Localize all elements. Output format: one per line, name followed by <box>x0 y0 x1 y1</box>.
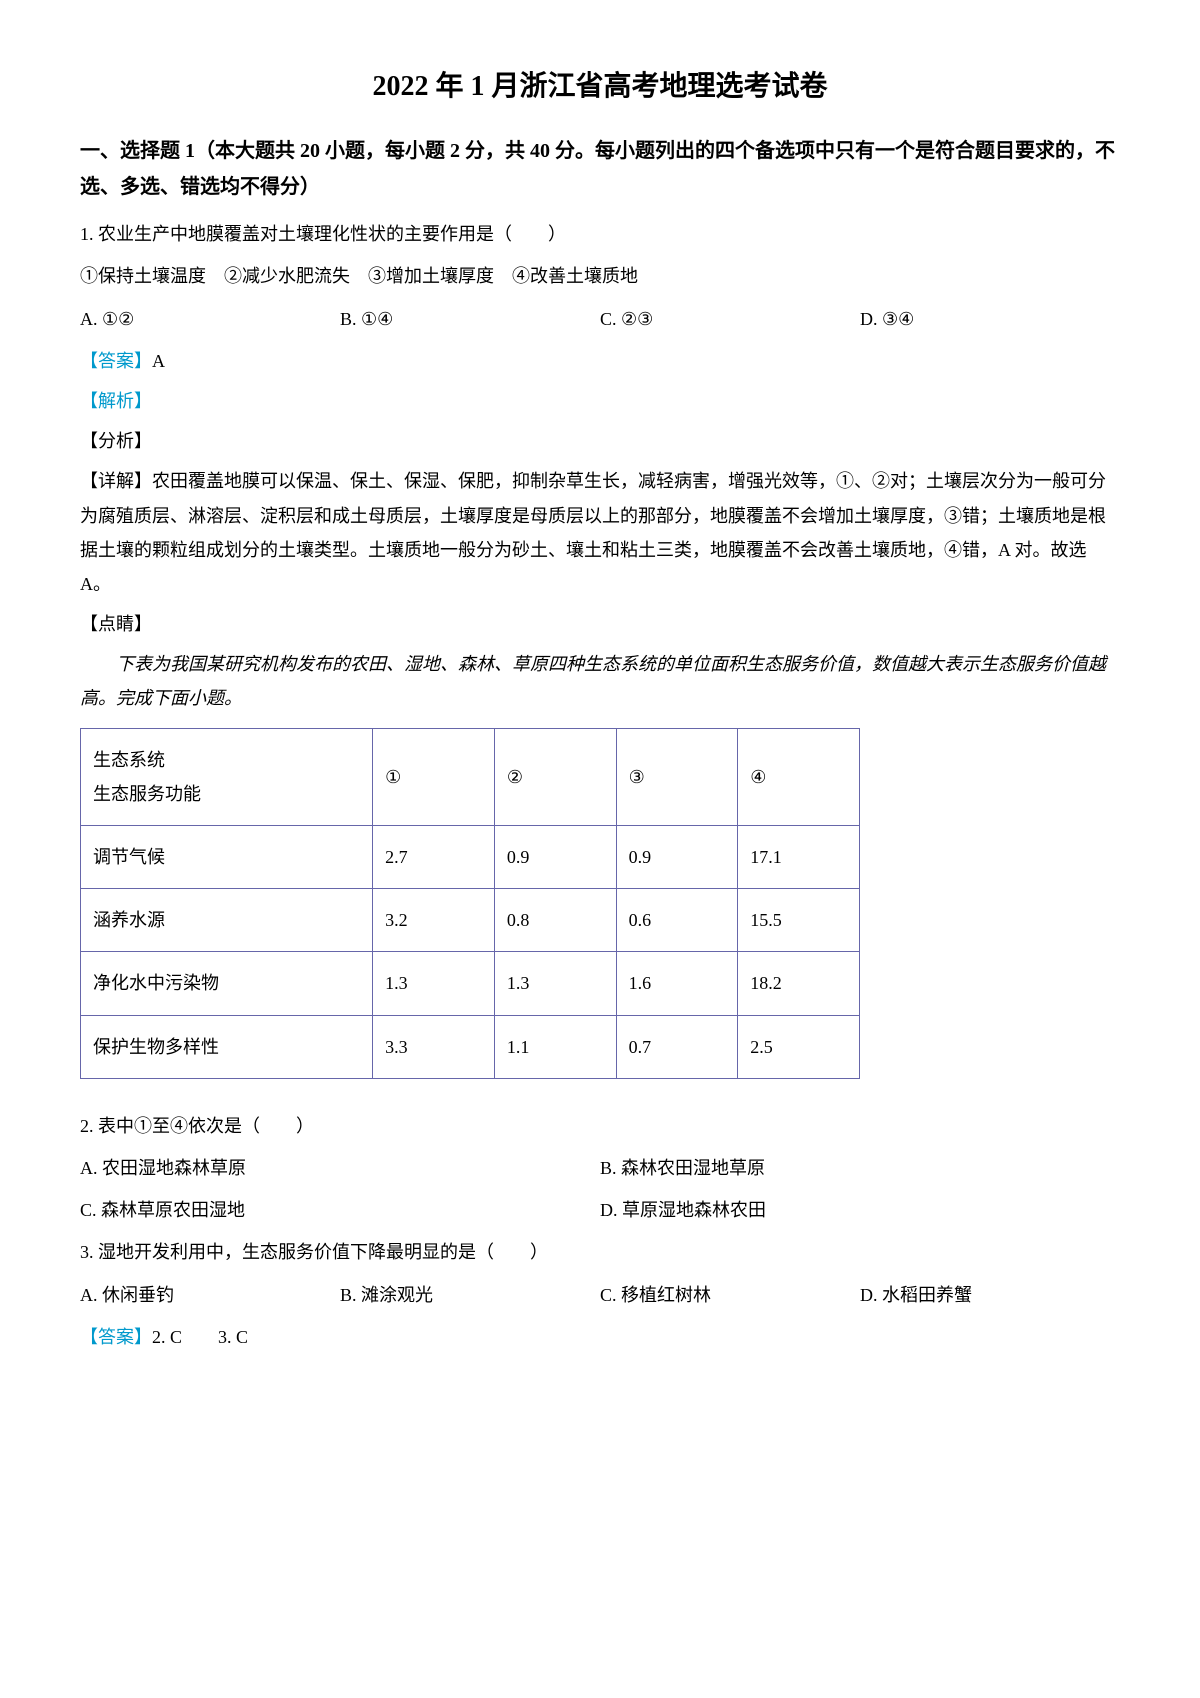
q1-options: A. ①② B. ①④ C. ②③ D. ③④ <box>80 302 1120 336</box>
row-v4: 18.2 <box>738 952 860 1015</box>
row-v4: 17.1 <box>738 826 860 889</box>
row-v4: 15.5 <box>738 889 860 952</box>
header-line2: 生态服务功能 <box>93 777 360 811</box>
q23-answer: 【答案】2. C 3. C <box>80 1320 1120 1354</box>
q2-stem: 2. 表中①至④依次是（ ） <box>80 1109 1120 1143</box>
header-line1: 生态系统 <box>93 743 360 777</box>
q1-analysis-label: 【解析】 <box>80 384 1120 418</box>
row-v3: 0.7 <box>616 1015 738 1078</box>
q2-opt-a: A. 农田湿地森林草原 <box>80 1151 600 1185</box>
q3-answer-value: 3. C <box>218 1327 248 1347</box>
col-1: ① <box>373 728 495 825</box>
q1-opt-a: A. ①② <box>80 302 340 336</box>
row-v2: 1.1 <box>494 1015 616 1078</box>
col-2: ② <box>494 728 616 825</box>
q1-detail: 【详解】农田覆盖地膜可以保温、保土、保湿、保肥，抑制杂草生长，减轻病害，增强光效… <box>80 464 1120 601</box>
q23-answer-label: 【答案】 <box>80 1327 152 1347</box>
table-row: 涵养水源 3.2 0.8 0.6 15.5 <box>81 889 860 952</box>
section-1-header: 一、选择题 1（本大题共 20 小题，每小题 2 分，共 40 分。每小题列出的… <box>80 133 1120 205</box>
q1-answer-label: 【答案】 <box>80 351 152 371</box>
q3-opt-c: C. 移植红树林 <box>600 1278 860 1312</box>
q3-opt-b: B. 滩涂观光 <box>340 1278 600 1312</box>
row-v3: 1.6 <box>616 952 738 1015</box>
q2-opt-d: D. 草原湿地森林农田 <box>600 1193 1120 1227</box>
row-label: 保护生物多样性 <box>81 1015 373 1078</box>
row-v2: 0.9 <box>494 826 616 889</box>
row-v1: 3.3 <box>373 1015 495 1078</box>
q1-items: ①保持土壤温度 ②减少水肥流失 ③增加土壤厚度 ④改善土壤质地 <box>80 259 1120 293</box>
row-v2: 0.8 <box>494 889 616 952</box>
row-label: 净化水中污染物 <box>81 952 373 1015</box>
q1-fenxi-label: 【分析】 <box>80 424 1120 458</box>
q1-stem: 1. 农业生产中地膜覆盖对土壤理化性状的主要作用是（ ） <box>80 217 1120 251</box>
col-4: ④ <box>738 728 860 825</box>
q1-opt-d: D. ③④ <box>860 302 1120 336</box>
exam-title: 2022 年 1 月浙江省高考地理选考试卷 <box>80 60 1120 113</box>
table-header-row: 生态系统 生态服务功能 ① ② ③ ④ <box>81 728 860 825</box>
q3-opt-a: A. 休闲垂钓 <box>80 1278 340 1312</box>
q1-opt-c: C. ②③ <box>600 302 860 336</box>
table-header-label: 生态系统 生态服务功能 <box>81 728 373 825</box>
q2-options-row2: C. 森林草原农田湿地 D. 草原湿地森林农田 <box>80 1193 1120 1227</box>
row-v3: 0.9 <box>616 826 738 889</box>
ecosystem-table: 生态系统 生态服务功能 ① ② ③ ④ 调节气候 2.7 0.9 0.9 17.… <box>80 728 860 1079</box>
q3-options: A. 休闲垂钓 B. 滩涂观光 C. 移植红树林 D. 水稻田养蟹 <box>80 1278 1120 1312</box>
q1-dianjing-label: 【点睛】 <box>80 607 1120 641</box>
row-v4: 2.5 <box>738 1015 860 1078</box>
q1-answer: 【答案】A <box>80 344 1120 378</box>
q2-options-row1: A. 农田湿地森林草原 B. 森林农田湿地草原 <box>80 1151 1120 1185</box>
q1-opt-b: B. ①④ <box>340 302 600 336</box>
col-3: ③ <box>616 728 738 825</box>
row-v1: 2.7 <box>373 826 495 889</box>
q2-answer-value: 2. C <box>152 1327 182 1347</box>
table-row: 调节气候 2.7 0.9 0.9 17.1 <box>81 826 860 889</box>
row-v2: 1.3 <box>494 952 616 1015</box>
q2-opt-b: B. 森林农田湿地草原 <box>600 1151 1120 1185</box>
table-row: 保护生物多样性 3.3 1.1 0.7 2.5 <box>81 1015 860 1078</box>
row-label: 涵养水源 <box>81 889 373 952</box>
q3-opt-d: D. 水稻田养蟹 <box>860 1278 1120 1312</box>
row-v1: 3.2 <box>373 889 495 952</box>
row-v1: 1.3 <box>373 952 495 1015</box>
row-v3: 0.6 <box>616 889 738 952</box>
q3-stem: 3. 湿地开发利用中，生态服务价值下降最明显的是（ ） <box>80 1235 1120 1269</box>
q1-answer-value: A <box>152 351 165 371</box>
q2-opt-c: C. 森林草原农田湿地 <box>80 1193 600 1227</box>
row-label: 调节气候 <box>81 826 373 889</box>
table-intro: 下表为我国某研究机构发布的农田、湿地、森林、草原四种生态系统的单位面积生态服务价… <box>80 647 1120 715</box>
table-row: 净化水中污染物 1.3 1.3 1.6 18.2 <box>81 952 860 1015</box>
